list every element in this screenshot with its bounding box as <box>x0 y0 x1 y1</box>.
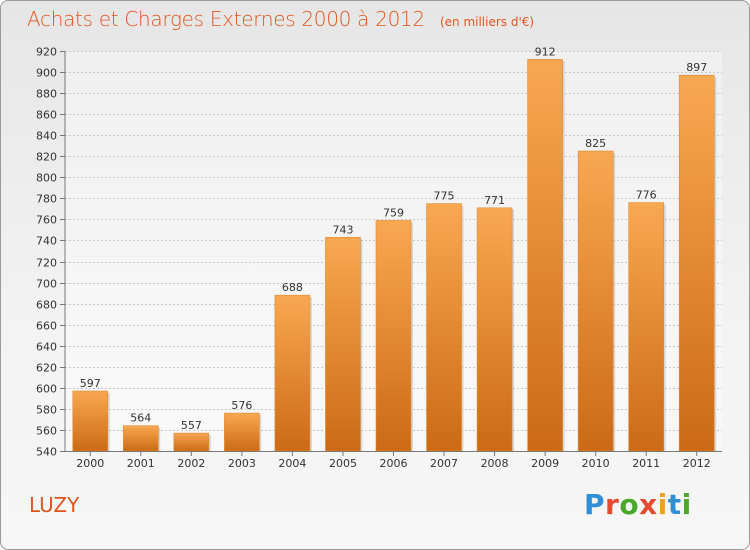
logo-letter: x <box>639 488 658 521</box>
commune-name: LUZY <box>29 493 80 517</box>
x-tick-label: 2001 <box>127 457 155 470</box>
y-tick-label: 720 <box>36 257 57 270</box>
bar <box>628 202 664 452</box>
y-tick-label: 700 <box>36 278 57 291</box>
x-tick-label: 2003 <box>228 457 256 470</box>
y-tick-label: 920 <box>36 46 57 59</box>
bar <box>527 59 563 452</box>
y-tick-label: 800 <box>36 172 57 185</box>
data-label: 759 <box>383 206 404 219</box>
bar <box>476 207 513 452</box>
chart-subtitle: (en milliers d'€) <box>439 15 535 29</box>
bar <box>274 294 311 452</box>
bar <box>678 74 715 452</box>
data-label: 897 <box>686 61 707 74</box>
data-label: 597 <box>80 377 101 390</box>
x-tick-label: 2002 <box>177 457 205 470</box>
data-label: 912 <box>535 45 556 58</box>
y-tick-label: 820 <box>36 151 57 164</box>
logo-letter: i <box>681 488 692 521</box>
y-tick-label: 780 <box>36 193 57 206</box>
data-label: 557 <box>181 419 202 432</box>
bar <box>325 237 361 452</box>
x-axis: 2000 2001 2002 2003 2004 2005 2006 2007 2008 2009… <box>65 451 722 470</box>
x-tick-label: 2008 <box>481 457 509 470</box>
x-tick-label: 2011 <box>632 457 660 470</box>
logo-letter: o <box>619 488 640 521</box>
y-tick-label: 900 <box>36 67 57 80</box>
bar <box>123 425 159 452</box>
y-tick-label: 880 <box>36 88 57 101</box>
x-tick-label: 2004 <box>278 457 306 470</box>
logo-letter: r <box>605 488 620 521</box>
y-tick-label: 660 <box>36 320 57 333</box>
chart-title: Achats et Charges Externes 2000 à 2012 <box>27 7 425 31</box>
y-axis: 540 560 580 600 620 640 660 680 700 720 740 760 780 8… <box>36 46 66 459</box>
y-tick-label: 580 <box>36 404 57 417</box>
data-label: 564 <box>130 412 151 425</box>
x-tick-label: 2009 <box>531 457 559 470</box>
data-label: 775 <box>434 190 455 203</box>
data-label: 771 <box>484 194 505 207</box>
y-tick-label: 600 <box>36 383 57 396</box>
data-label: 825 <box>585 137 606 150</box>
proxiti-logo: Proxiti <box>584 488 692 521</box>
bar <box>577 150 614 452</box>
x-tick-label: 2006 <box>380 457 408 470</box>
y-tick-label: 540 <box>36 446 57 459</box>
y-tick-label: 740 <box>36 235 57 248</box>
data-label: 688 <box>282 281 303 294</box>
y-tick-label: 640 <box>36 341 57 354</box>
bar <box>72 390 109 452</box>
logo-letter: t <box>667 488 682 521</box>
bars: 597 564 557 576 688 743 759 775 771 912 825 776 897 <box>72 45 717 452</box>
data-label: 576 <box>231 399 252 412</box>
logo-letter: P <box>584 488 606 521</box>
bar <box>173 432 210 452</box>
x-tick-label: 2000 <box>76 457 104 470</box>
y-tick-label: 680 <box>36 299 57 312</box>
data-label: 743 <box>332 223 353 236</box>
y-tick-label: 840 <box>36 130 57 143</box>
logo-letter: i <box>657 488 668 521</box>
y-tick-label: 760 <box>36 214 57 227</box>
data-label: 776 <box>636 189 657 202</box>
x-tick-label: 2010 <box>582 457 610 470</box>
bar <box>426 203 462 452</box>
x-tick-label: 2007 <box>430 457 458 470</box>
x-tick-label: 2012 <box>683 457 711 470</box>
x-tick-label: 2005 <box>329 457 357 470</box>
y-tick-label: 560 <box>36 425 57 438</box>
bar <box>224 412 260 452</box>
y-tick-label: 860 <box>36 109 57 122</box>
title-row: Achats et Charges Externes 2000 à 2012 (… <box>27 7 534 31</box>
y-tick-label: 620 <box>36 362 57 375</box>
bar <box>375 220 412 452</box>
